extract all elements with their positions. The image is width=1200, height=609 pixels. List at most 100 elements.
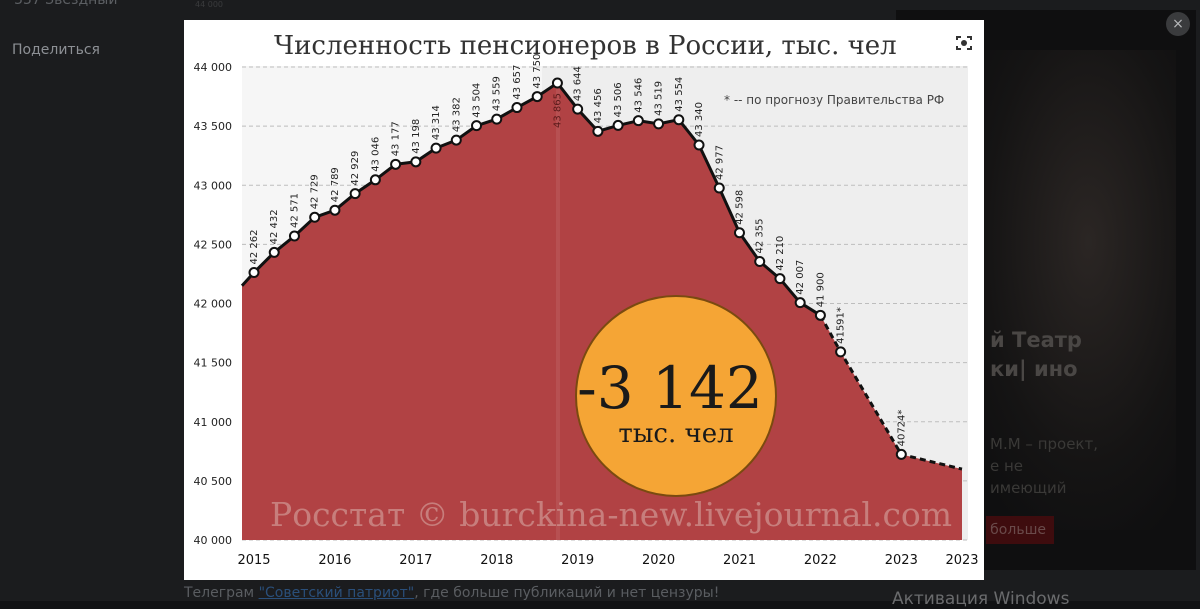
- data-label: 43 506: [613, 82, 624, 117]
- data-point: [248, 267, 260, 279]
- y-tick-label: 43 000: [194, 179, 233, 192]
- chart-note: * -- по прогнозу Правительства РФ: [724, 93, 944, 107]
- data-label: 43 382: [451, 97, 462, 132]
- data-label: 43 314: [431, 105, 442, 140]
- year-separator: [556, 66, 560, 540]
- data-point: [733, 227, 745, 239]
- data-label: 41591*: [836, 307, 847, 344]
- badge-circle: [575, 295, 777, 497]
- data-point: [471, 120, 483, 132]
- left-top-text: 337 Звёздный: [14, 0, 118, 8]
- x-tick-label: 2023: [945, 553, 978, 568]
- data-point: [349, 188, 361, 200]
- data-point: [531, 91, 543, 103]
- data-point: [309, 211, 321, 223]
- share-link[interactable]: Поделиться: [12, 42, 100, 58]
- telegram-link[interactable]: "Советский патриот": [258, 585, 415, 601]
- pensioners-chart: 42 262 42 432 42 571 42 729 42 789 42 929 43 0…: [194, 31, 979, 568]
- data-point: [430, 142, 442, 154]
- lightbox-image: 42 262 42 432 42 571 42 729 42 789 42 929 43 0…: [184, 20, 984, 580]
- data-label: 42 929: [350, 151, 361, 186]
- data-label: 43 657: [512, 65, 523, 100]
- data-point: [835, 346, 847, 358]
- x-tick-label: 2023: [885, 553, 918, 568]
- data-point: [450, 134, 462, 146]
- data-point: [774, 273, 786, 285]
- data-label: 42 007: [795, 260, 806, 295]
- x-tick-label: 2022: [804, 553, 837, 568]
- telegram-note: Телеграм "Советский патриот", где больше…: [184, 585, 719, 601]
- data-label: 43 198: [411, 119, 422, 154]
- data-label: 43 644: [573, 66, 584, 101]
- data-point: [693, 139, 705, 151]
- ad-description: М.М – проект, е не имеющий: [990, 435, 1098, 497]
- close-icon[interactable]: ×: [1166, 12, 1190, 36]
- ad-more-button[interactable]: больше: [986, 516, 1054, 544]
- data-label: 42 977: [714, 145, 725, 180]
- data-point: [794, 297, 806, 309]
- y-tick-label: 40 500: [194, 475, 233, 488]
- data-point: [410, 156, 422, 168]
- data-point: [592, 125, 604, 137]
- forecast-line: [819, 314, 963, 471]
- google-lens-icon[interactable]: [949, 28, 979, 58]
- data-point: [288, 230, 300, 242]
- data-point: [491, 113, 503, 125]
- ad-title: й Театр ки| ино: [990, 328, 1082, 381]
- ad-image: [956, 50, 1176, 530]
- data-label: 42 432: [269, 209, 280, 244]
- data-label: 42 729: [310, 174, 321, 209]
- data-point: [754, 256, 766, 268]
- faded-top-tick: 44 000: [195, 0, 223, 9]
- y-tick-label: 42 000: [194, 298, 233, 311]
- data-point: [713, 182, 725, 194]
- badge-value: -3 142: [577, 354, 763, 422]
- data-label: 42 789: [330, 167, 341, 202]
- data-label: 42 571: [290, 193, 301, 228]
- telegram-note-suffix: , где больше публикаций и нет цензуры!: [414, 585, 720, 601]
- data-label: 43 177: [391, 121, 402, 156]
- x-tick-label: 2016: [318, 553, 351, 568]
- x-tick-label: 2017: [399, 553, 432, 568]
- watermark: Росстат © burckina-new.livejournal.com: [270, 495, 952, 534]
- telegram-note-prefix: Телеграм: [184, 585, 259, 601]
- data-point: [612, 119, 624, 131]
- y-tick-label: 42 500: [194, 238, 233, 251]
- x-tick-label: 2015: [237, 553, 270, 568]
- x-tick-label: 2021: [723, 553, 756, 568]
- data-point: [673, 114, 685, 126]
- data-label: 40724*: [896, 410, 907, 447]
- windows-activation-text: Активация Windows: [892, 589, 1070, 609]
- chart-title: Численность пенсионеров в России, тыс. ч…: [274, 31, 897, 61]
- data-label: 43 546: [633, 78, 644, 113]
- data-label: 43 456: [593, 88, 604, 123]
- data-label: 42 355: [755, 219, 766, 254]
- y-tick-label: 44 000: [194, 61, 233, 74]
- data-point: [895, 448, 907, 460]
- data-label: 42 262: [249, 230, 260, 265]
- x-tick-label: 2018: [480, 553, 513, 568]
- data-label: 42 210: [775, 236, 786, 271]
- data-point: [572, 103, 584, 115]
- data-label: 43 340: [694, 102, 705, 137]
- y-tick-label: 43 500: [194, 120, 233, 133]
- y-tick-label: 41 000: [194, 416, 233, 429]
- data-point: [511, 102, 523, 114]
- data-point: [653, 118, 665, 130]
- data-label: 43 750: [532, 54, 543, 89]
- data-label: 43 554: [674, 77, 685, 112]
- x-tick-label: 2019: [561, 553, 594, 568]
- y-tick-label: 40 000: [194, 534, 233, 547]
- data-label: 43 046: [370, 137, 381, 172]
- data-label: 42 598: [735, 190, 746, 225]
- data-point: [329, 204, 341, 216]
- data-label: 43 504: [472, 83, 483, 118]
- data-point: [390, 158, 402, 170]
- x-tick-label: 2020: [642, 553, 675, 568]
- data-point: [268, 246, 280, 258]
- data-label: 43 865: [552, 93, 563, 128]
- data-label: 43 519: [654, 81, 665, 116]
- data-label: 43 559: [492, 76, 503, 111]
- data-point: [369, 174, 381, 186]
- data-label: 41 900: [815, 272, 826, 307]
